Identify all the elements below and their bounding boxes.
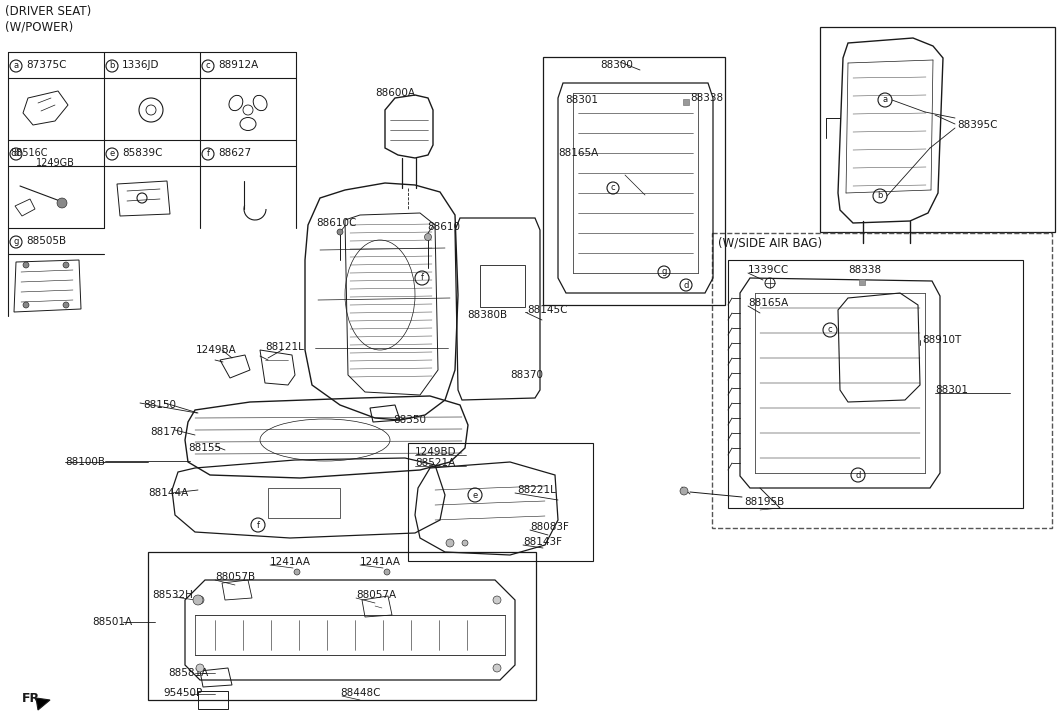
Text: 88627: 88627 xyxy=(218,148,251,158)
Text: 95450P: 95450P xyxy=(163,688,202,698)
Text: 88532H: 88532H xyxy=(152,590,192,600)
Bar xyxy=(148,552,536,700)
Circle shape xyxy=(23,262,29,268)
Circle shape xyxy=(196,664,204,672)
Bar xyxy=(684,99,689,105)
Text: f: f xyxy=(206,150,209,158)
Text: 88910T: 88910T xyxy=(922,335,961,345)
Circle shape xyxy=(63,262,69,268)
Text: 88057B: 88057B xyxy=(215,572,255,582)
Text: 88610C: 88610C xyxy=(316,218,356,228)
Circle shape xyxy=(337,229,343,235)
Text: 88170: 88170 xyxy=(150,427,183,437)
Circle shape xyxy=(196,596,204,604)
Text: a: a xyxy=(14,62,18,71)
Text: 88144A: 88144A xyxy=(148,488,188,498)
Text: 88083F: 88083F xyxy=(530,522,569,532)
Text: 88350: 88350 xyxy=(393,415,426,425)
Circle shape xyxy=(57,198,67,208)
Bar xyxy=(408,443,593,561)
Text: 88143F: 88143F xyxy=(523,537,562,547)
Text: 1339CC: 1339CC xyxy=(748,265,789,275)
Text: d: d xyxy=(856,470,861,480)
Text: 88221L: 88221L xyxy=(517,485,556,495)
Text: 88300: 88300 xyxy=(600,60,632,70)
Text: 88165A: 88165A xyxy=(748,298,789,308)
Text: g: g xyxy=(661,268,667,276)
Text: 88505B: 88505B xyxy=(26,236,66,246)
Circle shape xyxy=(294,569,300,575)
Text: b: b xyxy=(877,191,882,201)
Text: (DRIVER SEAT)
(W/POWER): (DRIVER SEAT) (W/POWER) xyxy=(5,5,91,33)
Text: 88912A: 88912A xyxy=(218,60,258,70)
Polygon shape xyxy=(36,698,50,710)
Text: (W/SIDE AIR BAG): (W/SIDE AIR BAG) xyxy=(718,237,822,250)
Bar xyxy=(543,57,725,305)
Text: 88150: 88150 xyxy=(144,400,176,410)
Text: c: c xyxy=(205,62,210,71)
Text: 1241AA: 1241AA xyxy=(270,557,311,567)
Text: 88370: 88370 xyxy=(510,370,543,380)
Text: c: c xyxy=(828,326,832,334)
Text: c: c xyxy=(610,183,615,193)
Circle shape xyxy=(493,664,501,672)
Text: 1241AA: 1241AA xyxy=(360,557,401,567)
Text: e: e xyxy=(472,491,477,499)
Text: f: f xyxy=(421,273,423,283)
Text: 88301: 88301 xyxy=(935,385,968,395)
Text: 1249BA: 1249BA xyxy=(196,345,237,355)
Text: d: d xyxy=(684,281,689,289)
Text: 88600A: 88600A xyxy=(375,88,415,98)
Circle shape xyxy=(462,540,468,546)
Text: 1249GB: 1249GB xyxy=(36,158,74,168)
Text: 87375C: 87375C xyxy=(26,60,67,70)
Text: 88338: 88338 xyxy=(690,93,723,103)
Text: 88395C: 88395C xyxy=(957,120,997,130)
Text: d: d xyxy=(14,150,19,158)
Text: 88100B: 88100B xyxy=(65,457,105,467)
Circle shape xyxy=(446,539,454,547)
Circle shape xyxy=(424,233,432,241)
Text: g: g xyxy=(14,238,19,246)
Text: f: f xyxy=(256,521,259,529)
Circle shape xyxy=(23,302,29,308)
Text: 88155: 88155 xyxy=(188,443,221,453)
Text: 88338: 88338 xyxy=(848,265,881,275)
Circle shape xyxy=(384,569,390,575)
Bar xyxy=(820,27,1054,232)
Text: b: b xyxy=(109,62,115,71)
Text: 88145C: 88145C xyxy=(527,305,568,315)
Text: 88448C: 88448C xyxy=(340,688,381,698)
Text: a: a xyxy=(882,95,888,105)
Circle shape xyxy=(63,302,69,308)
Text: 1249BD: 1249BD xyxy=(415,447,457,457)
Circle shape xyxy=(493,596,501,604)
Text: 88121L: 88121L xyxy=(265,342,304,352)
Text: 88610: 88610 xyxy=(427,222,460,232)
Bar xyxy=(728,260,1023,508)
Bar xyxy=(480,265,525,307)
Circle shape xyxy=(680,487,688,495)
Text: FR.: FR. xyxy=(22,692,45,705)
Text: 88165A: 88165A xyxy=(558,148,598,158)
Text: 85839C: 85839C xyxy=(122,148,163,158)
Circle shape xyxy=(193,595,203,605)
Text: 88057A: 88057A xyxy=(356,590,396,600)
Text: 88195B: 88195B xyxy=(744,497,784,507)
Bar xyxy=(268,488,340,518)
Bar xyxy=(859,279,865,285)
Text: e: e xyxy=(109,150,115,158)
Text: 88516C: 88516C xyxy=(10,148,48,158)
Text: 88521A: 88521A xyxy=(415,458,455,468)
Text: 88301: 88301 xyxy=(566,95,598,105)
Bar xyxy=(198,691,227,709)
Text: 88380B: 88380B xyxy=(467,310,507,320)
Text: 88581A: 88581A xyxy=(168,668,208,678)
Text: 1336JD: 1336JD xyxy=(122,60,159,70)
Text: 88501A: 88501A xyxy=(92,617,132,627)
